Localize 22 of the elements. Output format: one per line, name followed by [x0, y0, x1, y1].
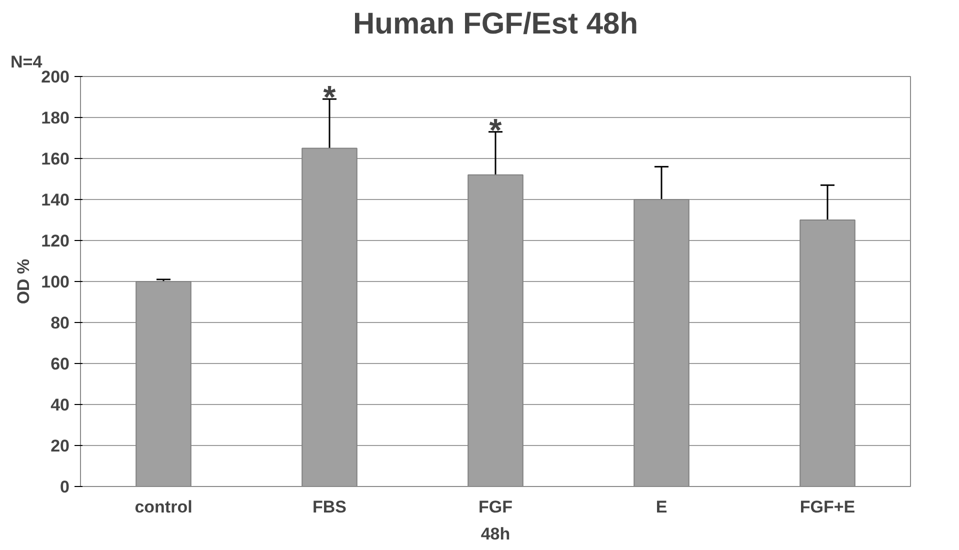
y-tick-label: 80	[50, 314, 70, 332]
x-tick-label: FBS	[312, 498, 346, 516]
x-tick-label: control	[134, 498, 192, 516]
y-tick-label: 60	[50, 354, 70, 374]
y-axis-title: OD %	[14, 258, 34, 304]
x-tick-label: FGF	[478, 498, 513, 516]
y-tick-label: 100	[41, 272, 70, 292]
x-tick-label: FGF+E	[800, 498, 856, 516]
annotation: *	[489, 112, 502, 148]
y-tick-label: 160	[41, 150, 70, 168]
text: N=4	[10, 52, 43, 72]
y-tick-label: 20	[50, 436, 70, 456]
y-tick-label: 40	[50, 396, 70, 414]
chart-title: Human FGF/Est 48h	[352, 8, 638, 40]
x-tick-label: E	[656, 498, 668, 516]
annotation: *	[323, 79, 336, 116]
y-tick-label: 180	[41, 108, 70, 128]
y-tick-label: 200	[41, 68, 70, 86]
x-axis-title: 48h	[480, 524, 510, 544]
y-tick-label: 0	[60, 478, 70, 496]
y-tick-label: 120	[41, 232, 70, 250]
y-tick-label: 140	[41, 190, 70, 210]
